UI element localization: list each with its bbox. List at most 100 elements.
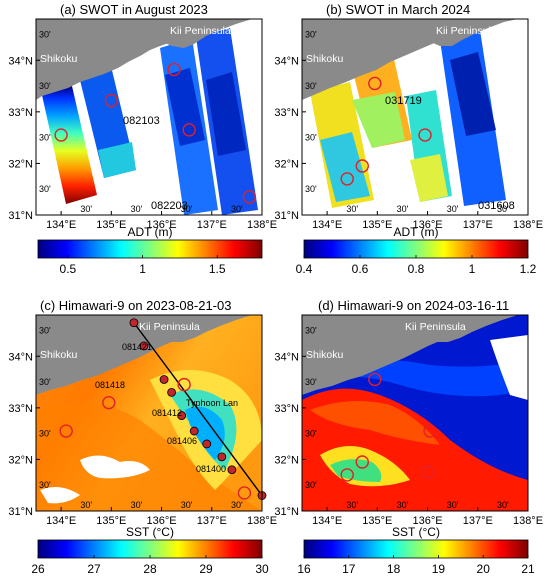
panel-c-title: (c) Himawari-9 on 2023-08-21-03 xyxy=(40,298,231,313)
panel-a-frame xyxy=(35,18,263,216)
glider-label-081406: 081406 xyxy=(167,436,197,446)
x-minor-tick-label: 30' xyxy=(447,204,459,214)
y-minor-tick-label: 30' xyxy=(305,480,317,490)
x-minor-tick-label: 30' xyxy=(231,500,243,510)
eddy-marker-circle xyxy=(242,190,257,204)
eddy-marker-circle xyxy=(167,62,181,77)
land-shikoku-b xyxy=(302,19,506,100)
swot-swath-a-east1-warm xyxy=(165,68,205,146)
x-tick-label: 136°E xyxy=(413,219,443,231)
colorbar-tick-label: 1.5 xyxy=(209,262,226,276)
panel-d: Shikoku Kii Peninsula xyxy=(301,314,529,512)
colorbar-b-label: ADT (m) xyxy=(393,225,438,239)
axes-d: 134°E 30' 135°E 30' 136°E 30' 137°E 30' 138°E 34°… xyxy=(274,325,543,527)
y-tick-label: 33°N xyxy=(274,403,299,415)
x-minor-tick-label: 30' xyxy=(397,500,409,510)
land-label-kii-c: Kii Peninsula xyxy=(139,321,200,333)
eddy-marker-circle xyxy=(104,93,119,108)
swot-swath-b-east1-warm xyxy=(410,154,448,202)
panel-b-title: (b) SWOT in March 2024 xyxy=(326,2,470,17)
swot-swath-b-east2-deep xyxy=(450,52,496,136)
x-tick-label: 137°E xyxy=(463,219,493,231)
glider-point xyxy=(189,426,199,436)
x-tick-label: 137°E xyxy=(197,219,227,231)
y-tick-label: 32°N xyxy=(274,158,299,170)
y-tick-label: 33°N xyxy=(8,403,33,415)
x-tick-label: 138°E xyxy=(247,219,277,231)
sst-d-warm-core xyxy=(310,401,440,445)
pass-label-082203: 082203 xyxy=(151,200,188,212)
y-minor-tick-label: 30' xyxy=(305,133,317,143)
x-tick-label: 136°E xyxy=(413,515,443,527)
colorbar-tick-label: 1 xyxy=(139,262,146,276)
swot-swath-a-east2-cold xyxy=(206,72,246,156)
colorbar-tick-label: 16 xyxy=(297,562,311,576)
eddy-marker-circle xyxy=(420,465,435,480)
eddy-marker-circle xyxy=(355,455,369,469)
colorbar-tick-label: 19 xyxy=(432,562,446,576)
eddy-marker-circle xyxy=(418,128,432,142)
y-minor-tick-label: 30' xyxy=(39,29,51,39)
colorbar-d-ticks: 16 17 18 19 20 21 xyxy=(297,555,535,576)
y-tick-label: 31°N xyxy=(8,506,33,518)
glider-point xyxy=(167,387,177,397)
y-minor-tick-label: 30' xyxy=(39,133,51,143)
x-minor-tick-label: 30' xyxy=(346,500,358,510)
glider-label-081418: 081418 xyxy=(95,380,125,390)
x-tick-label: 135°E xyxy=(96,219,126,231)
colorbar-tick-label: 0.8 xyxy=(408,262,425,276)
axes-c: 134°E 30' 135°E 30' 136°E 30' 137°E 30' 138°E 34°… xyxy=(8,325,277,527)
y-minor-tick-label: 30' xyxy=(305,184,317,194)
x-tick-label: 135°E xyxy=(362,219,392,231)
y-tick-label: 32°N xyxy=(8,158,33,170)
y-tick-label: 31°N xyxy=(8,210,33,222)
x-tick-label: 138°E xyxy=(513,515,543,527)
eddy-marker-circle xyxy=(237,486,252,500)
colorbar-b-ticks: 0.4 0.6 0.8 1 1.2 xyxy=(296,255,537,276)
x-minor-tick-label: 30' xyxy=(231,204,243,214)
eddy-marker-circle xyxy=(177,377,191,392)
y-tick-label: 34°N xyxy=(274,351,299,363)
y-tick-label: 33°N xyxy=(8,107,33,119)
land-label-shikoku-a: Shikoku xyxy=(40,53,78,65)
y-minor-tick-label: 30' xyxy=(39,377,51,387)
glider-point xyxy=(129,318,139,328)
y-tick-label: 32°N xyxy=(8,454,33,466)
eddy-marker-circle xyxy=(368,372,382,387)
x-minor-tick-label: 30' xyxy=(80,204,92,214)
swot-swath-b-mid-green xyxy=(352,92,405,148)
x-minor-tick-label: 30' xyxy=(497,204,509,214)
glider-point xyxy=(159,375,169,384)
panel-d-title: (d) Himawari-9 on 2024-03-16-11 xyxy=(318,298,509,313)
panel-b: Shikoku Kii Peninsula 031719 031608 xyxy=(301,18,529,216)
colorbar-tick-label: 26 xyxy=(31,562,45,576)
x-minor-tick-label: 30' xyxy=(181,500,193,510)
colorbar-tick-label: 0.6 xyxy=(352,262,369,276)
colorbar-tick-label: 20 xyxy=(477,562,491,576)
land-shikoku-d xyxy=(302,315,506,395)
y-minor-tick-label: 30' xyxy=(39,81,51,91)
pass-label-031719: 031719 xyxy=(385,95,422,107)
x-tick-label: 138°E xyxy=(513,219,543,231)
axes-b: 134°E 30' 135°E 30' 136°E 30' 137°E 30' 138°E 34°… xyxy=(274,29,543,231)
glider-label-081421: 081421 xyxy=(122,342,152,352)
sst-c-clouds2 xyxy=(40,486,80,504)
pass-label-082103: 082103 xyxy=(123,115,160,127)
eddy-marker-circle xyxy=(340,468,354,482)
axes-a: 134°E 30' 135°E 30' 136°E 30' 137°E 30' 138°E 34°… xyxy=(8,29,277,231)
glider-point xyxy=(202,439,212,449)
x-tick-label: 134°E xyxy=(312,515,342,527)
colorbar-tick-label: 1.2 xyxy=(520,262,537,276)
colorbar-tick-label: 30 xyxy=(255,562,269,576)
x-tick-label: 137°E xyxy=(463,515,493,527)
y-tick-label: 31°N xyxy=(274,506,299,518)
sst-c-cold-core2 xyxy=(185,406,225,460)
land-kii-c xyxy=(150,315,252,342)
eddy-marker-circle xyxy=(340,172,354,186)
colorbar-tick-label: 0.4 xyxy=(296,262,313,276)
swot-swath-b-west-cool xyxy=(320,132,370,202)
eddy-marker-circle xyxy=(368,76,382,91)
markers-a xyxy=(54,62,257,204)
land-label-kii-a: Kii Peninsula xyxy=(170,25,231,37)
panel-d-frame xyxy=(301,314,529,512)
